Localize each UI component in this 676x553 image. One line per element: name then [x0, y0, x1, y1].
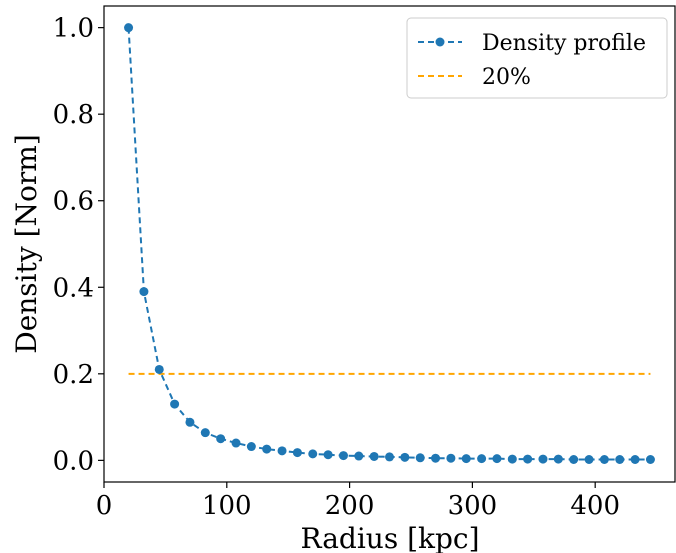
y-tick-label: 0.2 [53, 360, 94, 390]
density-point [385, 452, 394, 462]
density-point [477, 454, 487, 464]
density-point [645, 455, 655, 464]
y-axis-label: Density [Norm] [10, 134, 43, 354]
x-tick-label: 100 [202, 491, 252, 521]
density-point [553, 454, 563, 464]
y-tick-label: 0.8 [53, 100, 94, 130]
density-point [124, 23, 134, 33]
density-point [262, 444, 272, 454]
ticks-layer: 0 100 200 300 400 0.0 0.2 0.4 0.6 0.8 1.0 [53, 14, 620, 521]
density-point [185, 417, 195, 427]
density-point [431, 453, 441, 463]
legend: Density profile 20% [406, 17, 668, 99]
legend-box [406, 17, 668, 99]
density-point [200, 428, 210, 438]
density-point [538, 454, 548, 464]
series-layer [124, 23, 655, 464]
density-point [492, 454, 502, 464]
y-tick-label: 1.0 [53, 14, 94, 44]
density-point [292, 448, 302, 458]
density-point [246, 442, 256, 452]
density-point [154, 364, 164, 374]
x-tick-label: 200 [325, 491, 375, 521]
x-tick-label: 300 [448, 491, 498, 521]
density-point [231, 438, 241, 448]
density-point [323, 450, 333, 460]
density-point [615, 455, 625, 464]
x-tick-label: 400 [570, 491, 620, 521]
density-point [338, 451, 348, 461]
density-point [630, 455, 640, 464]
x-tick-label: 0 [96, 491, 113, 521]
density-point [523, 454, 533, 464]
density-point [216, 434, 226, 444]
density-point [446, 453, 456, 463]
legend-label-density-profile: Density profile [482, 31, 646, 56]
density-point [354, 451, 364, 461]
x-axis-label: Radius [kpc] [300, 522, 479, 553]
density-point [400, 452, 410, 462]
legend-marker [435, 37, 445, 47]
plot-frame [103, 5, 676, 483]
y-tick-label: 0.0 [53, 446, 94, 476]
density-point [170, 399, 180, 409]
y-tick-label: 0.6 [53, 187, 94, 217]
density-point [277, 446, 287, 456]
density-point [569, 455, 579, 464]
y-tick-label: 0.4 [53, 273, 94, 303]
density-point [369, 451, 379, 461]
density-point [599, 455, 609, 464]
density-point [308, 449, 318, 459]
density-point [415, 453, 425, 463]
density-point [507, 454, 517, 464]
density-point [584, 455, 594, 464]
legend-entries: Density profile 20% [418, 31, 646, 90]
density-point [461, 454, 471, 464]
legend-label-twenty-percent: 20% [482, 65, 531, 90]
density-point [139, 287, 149, 297]
